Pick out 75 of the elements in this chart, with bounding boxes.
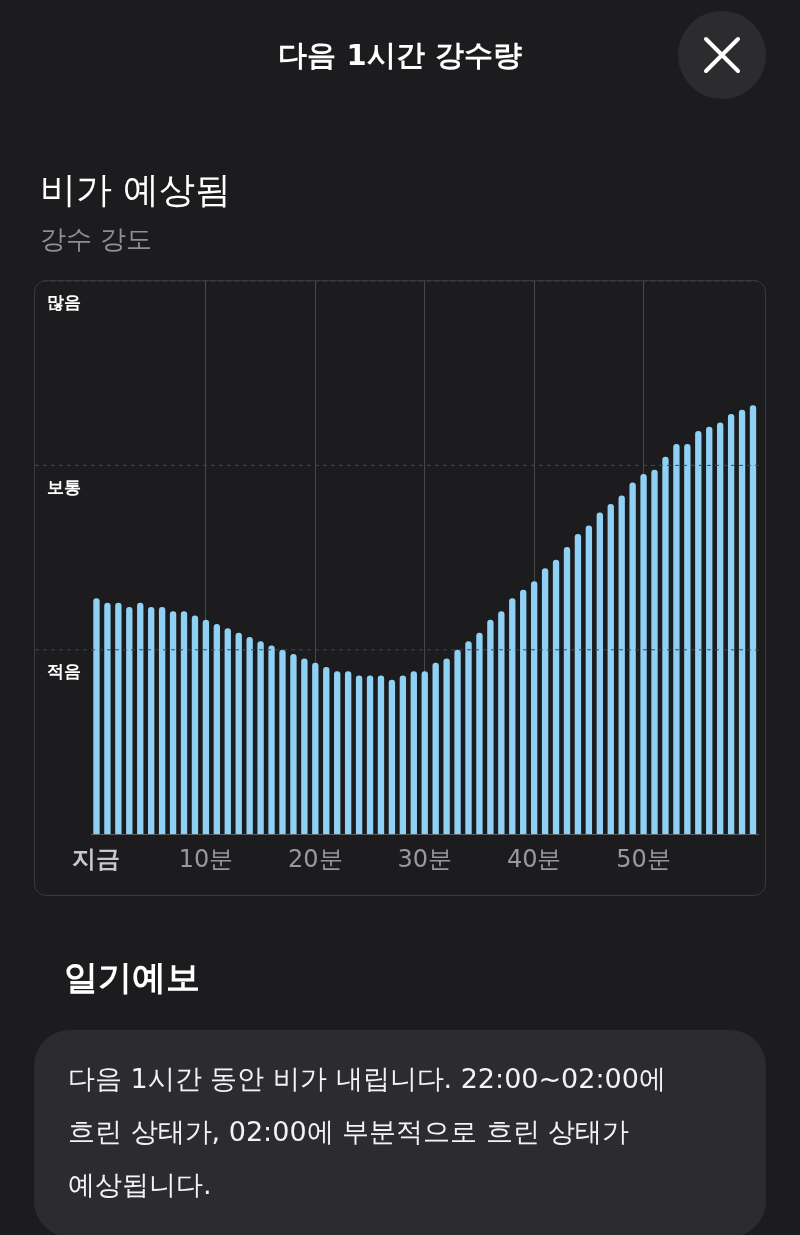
bar bbox=[596, 512, 603, 835]
bar bbox=[749, 405, 757, 835]
bar bbox=[169, 611, 177, 835]
bar bbox=[126, 606, 133, 835]
bar bbox=[213, 624, 221, 835]
bar bbox=[93, 598, 100, 835]
bar bbox=[629, 482, 636, 835]
bar bbox=[399, 675, 407, 835]
bar bbox=[520, 589, 527, 835]
bar bbox=[454, 649, 461, 835]
bar bbox=[651, 469, 658, 835]
bar bbox=[388, 679, 396, 835]
bar bbox=[377, 675, 385, 835]
bar bbox=[673, 443, 680, 835]
bar bbox=[662, 456, 669, 835]
x-tick-label: 20분 bbox=[288, 844, 343, 873]
bar bbox=[552, 559, 560, 835]
bar bbox=[476, 632, 483, 835]
bar bbox=[235, 632, 242, 835]
text: 다음 1시간 강수량 bbox=[277, 37, 523, 74]
bar bbox=[224, 628, 231, 835]
bar bbox=[717, 422, 724, 835]
bar bbox=[148, 606, 155, 835]
bar bbox=[443, 658, 450, 835]
bar bbox=[684, 443, 691, 835]
bar bbox=[334, 671, 341, 835]
bar bbox=[137, 602, 144, 835]
x-tick-label: 30분 bbox=[397, 844, 453, 873]
x-tick-label: 10분 bbox=[178, 844, 234, 873]
bar bbox=[323, 666, 330, 835]
bar bbox=[541, 568, 549, 835]
bar bbox=[640, 473, 647, 835]
bar bbox=[180, 611, 188, 835]
bar bbox=[618, 495, 625, 835]
text: 다음 1시간 동안 비가 내립니다. 22:00~02:00에 흐린 상태가, 02:00에 부분적으로 흐린 상태가 예상됩니다. bbox=[34, 1030, 766, 1235]
bar bbox=[115, 602, 122, 835]
x-tick-label: 50분 bbox=[616, 844, 671, 873]
x-tick-label: 지금 bbox=[72, 844, 121, 873]
bar bbox=[268, 645, 275, 835]
bar bbox=[487, 619, 494, 835]
bar bbox=[410, 671, 417, 835]
bar bbox=[104, 602, 111, 835]
bar bbox=[432, 662, 439, 835]
bar bbox=[509, 598, 516, 835]
bar bbox=[191, 615, 199, 835]
bar bbox=[465, 641, 472, 835]
bar bbox=[738, 409, 746, 835]
bar bbox=[344, 671, 352, 835]
bar bbox=[279, 649, 286, 835]
bar bbox=[706, 426, 713, 835]
ref-line-label: 많음 bbox=[47, 292, 81, 313]
bar bbox=[695, 431, 702, 835]
bar bbox=[563, 546, 571, 835]
ref-line-label: 보통 bbox=[47, 476, 81, 497]
ref-line-label: 적음 bbox=[47, 661, 81, 682]
bar bbox=[607, 504, 614, 835]
bar bbox=[421, 671, 428, 835]
bar bbox=[585, 525, 593, 835]
chart-subtitle: 강수 강도 bbox=[40, 223, 153, 256]
bar bbox=[355, 675, 363, 835]
bar bbox=[366, 675, 374, 835]
x-tick-label: 40분 bbox=[506, 844, 562, 873]
chart-title: 비가 예상됨 bbox=[40, 168, 232, 212]
bar bbox=[530, 581, 538, 835]
bar bbox=[257, 641, 264, 835]
bar bbox=[498, 611, 505, 835]
bar bbox=[246, 636, 253, 835]
bar bbox=[312, 662, 319, 835]
bar bbox=[158, 606, 166, 835]
bar bbox=[574, 534, 582, 835]
bar bbox=[202, 619, 210, 835]
bar bbox=[290, 654, 297, 835]
text: 일기예보 bbox=[64, 956, 200, 999]
bar bbox=[727, 413, 735, 835]
bar bbox=[301, 658, 308, 835]
